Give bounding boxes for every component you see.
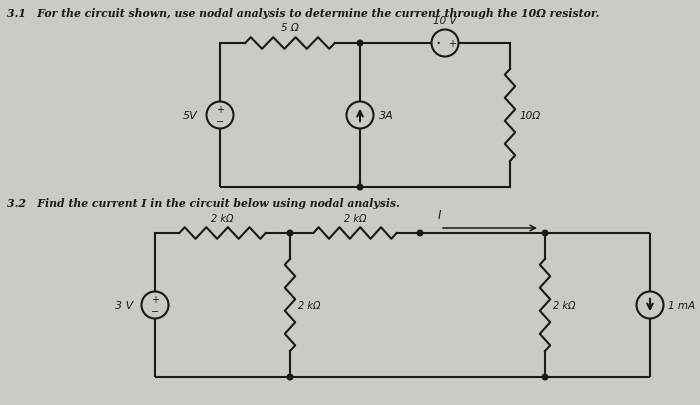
Text: +: + xyxy=(216,104,224,114)
Text: 5 Ω: 5 Ω xyxy=(281,23,299,33)
Circle shape xyxy=(287,374,293,380)
Text: 2 kΩ: 2 kΩ xyxy=(344,213,366,224)
Text: 3.1   For the circuit shown, use nodal analysis to determine the current through: 3.1 For the circuit shown, use nodal ana… xyxy=(7,8,599,19)
Text: 5V: 5V xyxy=(183,111,198,121)
Text: ·: · xyxy=(435,35,440,53)
Circle shape xyxy=(357,41,363,47)
Text: 2 kΩ: 2 kΩ xyxy=(298,300,321,310)
Circle shape xyxy=(287,230,293,236)
Text: 3A: 3A xyxy=(379,111,393,121)
Text: +: + xyxy=(151,294,159,304)
Text: −: − xyxy=(216,117,224,127)
Text: 1 mA: 1 mA xyxy=(668,300,695,310)
Circle shape xyxy=(542,374,548,380)
Circle shape xyxy=(542,230,548,236)
Text: −: − xyxy=(151,307,159,317)
Text: +: + xyxy=(448,39,456,49)
Text: I: I xyxy=(438,209,442,222)
Text: 3 V: 3 V xyxy=(115,300,133,310)
Text: 10Ω: 10Ω xyxy=(520,111,541,121)
Text: 2 kΩ: 2 kΩ xyxy=(553,300,575,310)
Circle shape xyxy=(417,230,423,236)
Text: 10 V: 10 V xyxy=(433,16,457,26)
Circle shape xyxy=(357,185,363,190)
Text: 3.2   Find the current I in the circuit below using nodal analysis.: 3.2 Find the current I in the circuit be… xyxy=(7,198,400,209)
Text: 2 kΩ: 2 kΩ xyxy=(211,213,234,224)
